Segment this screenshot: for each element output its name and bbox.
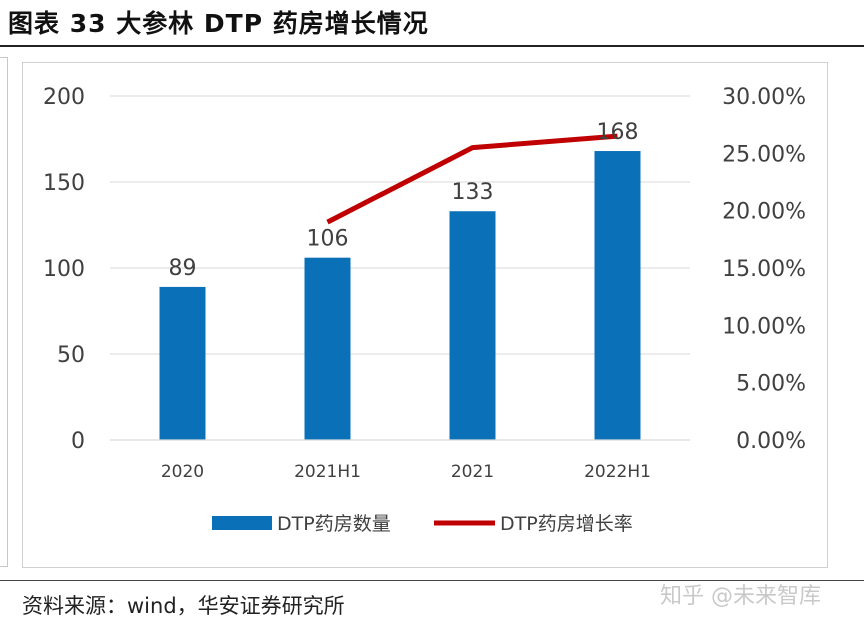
y-left-tick-label: 150 [43, 171, 85, 196]
data-label: 89 [169, 256, 197, 281]
data-label: 106 [307, 227, 349, 252]
bar [159, 286, 206, 440]
y-right-tick-label: 10.00% [722, 314, 806, 339]
legend-swatch-bar [212, 516, 272, 530]
outer-frame [0, 57, 8, 567]
y-right-tick-label: 20.00% [722, 200, 806, 225]
y-right-tick-label: 30.00% [722, 85, 806, 110]
legend: DTP药房数量 DTP药房增长率 [212, 513, 633, 535]
x-tick-label: 2020 [161, 462, 204, 482]
source-note: 资料来源：wind，华安证券研究所 [22, 594, 345, 618]
bar [304, 257, 351, 440]
bar [594, 151, 641, 441]
legend-label-line: DTP药房增长率 [500, 513, 633, 535]
y-right-tick-label: 5.00% [736, 372, 806, 397]
x-tick-label: 2022H1 [584, 462, 651, 482]
bar-series [159, 151, 641, 441]
bar [449, 211, 496, 440]
y-right-tick-label: 15.00% [722, 257, 806, 282]
chart-frame [22, 62, 828, 568]
y-left-tick-label: 50 [57, 343, 85, 368]
footer-divider [0, 580, 864, 581]
page-title: 图表 33 大参林 DTP 药房增长情况 [8, 9, 429, 38]
legend-label-bar: DTP药房数量 [277, 513, 391, 535]
axes: 0 50 100 150 200 0.00% 5.00% 10.00% 15.00% 20.00%… [43, 85, 806, 482]
watermark: 知乎 @未来智库 [660, 584, 821, 609]
data-label: 168 [597, 120, 639, 145]
data-label: 133 [452, 180, 494, 205]
data-labels: 89 106 133 168 [169, 120, 639, 281]
y-right-tick-label: 0.00% [736, 429, 806, 454]
y-left-tick-label: 0 [71, 429, 85, 454]
title-divider [0, 45, 864, 47]
growth-rate-line [326, 133, 618, 225]
y-right-tick-label: 25.00% [722, 142, 806, 167]
x-tick-label: 2021 [451, 462, 494, 482]
y-left-tick-label: 100 [43, 257, 85, 282]
x-tick-label: 2021H1 [294, 462, 361, 482]
line-series [326, 133, 618, 225]
y-left-tick-label: 200 [43, 85, 85, 110]
